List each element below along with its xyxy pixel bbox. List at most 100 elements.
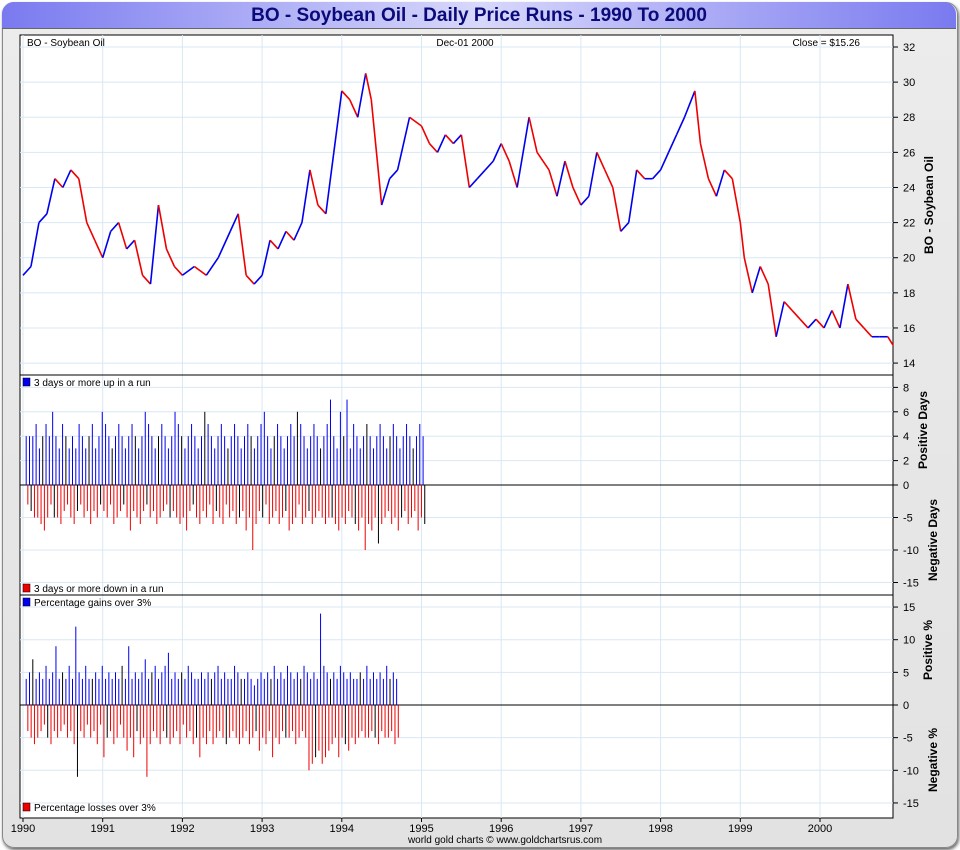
price-segment [847, 283, 857, 320]
price-segment [831, 310, 841, 329]
price-segment [380, 178, 391, 206]
price-segment [285, 230, 295, 241]
price-segment [468, 178, 478, 189]
price-segment [261, 239, 271, 276]
runs-tick-label: 8 [903, 382, 909, 394]
pct-tick-label: 15 [903, 602, 915, 614]
price-segment [694, 90, 702, 144]
price-segment [133, 239, 144, 276]
price-label-left: BO - Soybean Oil [27, 38, 105, 49]
price-segment [78, 178, 88, 223]
price-segment [62, 169, 72, 188]
price-segment [349, 99, 359, 118]
price-label-date: Dec-01 2000 [436, 38, 494, 49]
legend-down-swatch [22, 583, 31, 593]
pct-ylabel-top: Positive % [921, 620, 935, 680]
price-segment [675, 116, 686, 136]
price-tick-label: 28 [903, 112, 915, 124]
legend-up-swatch [22, 377, 31, 387]
price-segment [277, 231, 287, 250]
price-segment [500, 143, 510, 162]
price-segment [731, 178, 742, 223]
x-tick-label: 1998 [648, 823, 672, 835]
price-segment [396, 117, 411, 171]
price-tick-label: 18 [903, 288, 915, 300]
price-segment [548, 169, 558, 197]
price-segment [193, 265, 207, 276]
price-segment [667, 134, 678, 153]
price-segment [46, 178, 56, 214]
legend-loss-swatch [22, 802, 31, 812]
pct-ylabel-bottom: Negative % [926, 728, 940, 792]
price-segment [245, 274, 255, 285]
pct-tick-label: 10 [903, 635, 915, 647]
price-segment [157, 204, 168, 250]
price-segment [596, 152, 606, 171]
price-segment [652, 169, 662, 180]
price-segment [492, 143, 502, 162]
x-tick-label: 1999 [728, 823, 752, 835]
price-segment [149, 204, 160, 285]
price-tick-label: 26 [903, 147, 915, 159]
price-segment [94, 239, 104, 259]
price-segment [807, 318, 817, 329]
x-tick-label: 1996 [489, 823, 513, 835]
runs-tick-label: 4 [903, 431, 909, 443]
footer-credit: world gold charts © www.goldchartsrus.co… [407, 835, 602, 846]
price-segment [556, 160, 566, 197]
price-segment [30, 222, 40, 267]
x-tick-label: 1993 [250, 823, 274, 835]
x-tick-label: 1997 [569, 823, 593, 835]
legend-down-runs: 3 days or more down in a run [34, 584, 164, 595]
pct-tick-label: -5 [903, 733, 913, 745]
price-segment [604, 169, 614, 188]
legend-gain-swatch [22, 597, 31, 607]
runs-ylabel-bottom: Negative Days [926, 499, 940, 581]
pct-tick-label: 5 [903, 667, 909, 679]
runs-tick-label: -15 [903, 578, 919, 590]
price-segment [38, 213, 48, 224]
price-segment [516, 117, 530, 188]
price-tick-label: 32 [903, 42, 915, 54]
price-tick-label: 24 [903, 182, 915, 194]
price-segment [110, 222, 120, 232]
pct-tick-label: -15 [903, 798, 919, 810]
price-segment [823, 310, 833, 329]
price-segment [887, 336, 894, 346]
price-segment [799, 318, 809, 329]
price-segment [611, 187, 622, 232]
price-segment [564, 160, 574, 188]
price-segment [743, 257, 754, 294]
runs-tick-label: 6 [903, 407, 909, 419]
price-segment [389, 169, 399, 180]
price-segment [707, 178, 718, 197]
price-segment [536, 151, 550, 171]
price-segment [723, 169, 733, 180]
price-segment [476, 169, 486, 180]
price-segment [409, 116, 422, 127]
price-segment [22, 265, 32, 276]
price-segment [364, 73, 373, 100]
price-segment [767, 283, 777, 337]
runs-tick-label: -5 [903, 513, 913, 525]
price-segment [699, 143, 710, 179]
x-tick-label: 1991 [90, 823, 114, 835]
price-segment [269, 239, 279, 250]
price-segment [370, 99, 383, 206]
price-segment [325, 152, 335, 214]
price-segment [436, 134, 447, 153]
legend-up-runs: 3 days or more up in a run [34, 378, 151, 389]
price-tick-label: 30 [903, 77, 915, 89]
price-segment [86, 222, 96, 241]
runs-tick-label: 2 [903, 456, 909, 468]
price-segment [863, 327, 873, 338]
price-segment [636, 169, 646, 180]
price-segment [452, 134, 462, 145]
legend-losses: Percentage losses over 3% [34, 803, 156, 814]
price-segment [815, 318, 825, 329]
pct-tick-label: -10 [903, 765, 919, 777]
price-segment [783, 301, 793, 311]
price-segment [317, 204, 327, 215]
price-segment [528, 117, 538, 153]
